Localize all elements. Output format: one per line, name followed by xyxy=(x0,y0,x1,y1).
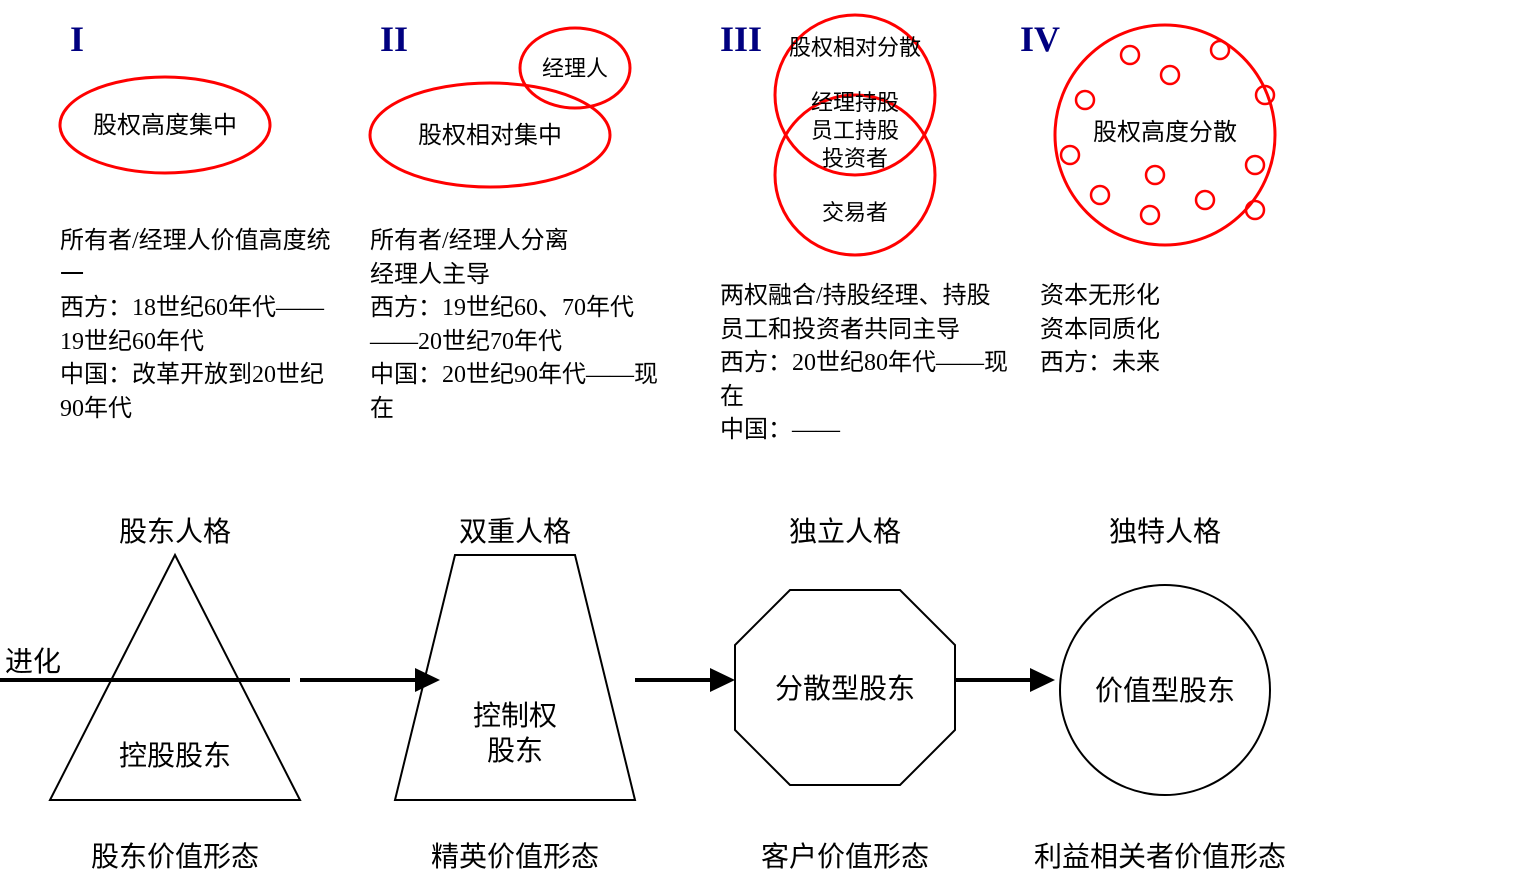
evolution-label: 进化 xyxy=(5,640,61,680)
stage3-bottom-text: 交易者 xyxy=(822,200,888,225)
arrow-head-2 xyxy=(710,668,735,692)
stage3-mid3-text: 投资者 xyxy=(822,146,888,171)
shape1-bottom-label: 股东价值形态 xyxy=(60,835,290,875)
stage1-ellipse-text: 股权高度集中 xyxy=(93,112,237,139)
stage4-dot xyxy=(1091,186,1109,204)
shape4-bottom-label: 利益相关者价值形态 xyxy=(1000,835,1320,875)
stage1-desc: 所有者/经理人价值高度统一 西方：18世纪60年代——19世纪60年代 中国：改… xyxy=(60,225,340,427)
stage4-dot xyxy=(1061,146,1079,164)
stage4-desc-l1: 资本无形化 xyxy=(1040,283,1160,309)
triangle-inner-text: 控股股东 xyxy=(119,740,231,772)
stage2-desc-l2: 经理人主导 xyxy=(370,262,490,288)
arrow-head-1 xyxy=(415,668,440,692)
stage2-desc-l4: 中国：20世纪90年代——现在 xyxy=(370,362,658,422)
stage4-dot xyxy=(1141,206,1159,224)
shape3-top-label: 独立人格 xyxy=(770,510,920,550)
stage4-desc-l3: 西方：未来 xyxy=(1040,350,1160,376)
stage4-dot xyxy=(1076,91,1094,109)
stage3-desc-l1: 两权融合/持股经理、持股员工和投资者共同主导 xyxy=(720,283,991,343)
stage3-desc: 两权融合/持股经理、持股员工和投资者共同主导 西方：20世纪80年代——现在 中… xyxy=(720,280,1010,448)
stage3-desc-l3: 中国：—— xyxy=(720,417,840,443)
stage3-mid2-text: 员工持股 xyxy=(811,118,899,143)
octagon-inner-text: 分散型股东 xyxy=(775,673,915,705)
stage4-dot xyxy=(1146,166,1164,184)
stage4-circle-text: 股权高度分散 xyxy=(1093,119,1237,146)
shape3-bottom-label: 客户价值形态 xyxy=(730,835,960,875)
stage3-desc-l2: 西方：20世纪80年代——现在 xyxy=(720,350,1008,410)
stage4-desc-l2: 资本同质化 xyxy=(1040,317,1160,343)
stage4-dot xyxy=(1161,66,1179,84)
stage2-desc: 所有者/经理人分离 经理人主导 西方：19世纪60、70年代——20世纪70年代… xyxy=(370,225,670,427)
shape2-top-label: 双重人格 xyxy=(440,510,590,550)
stage4-dot xyxy=(1196,191,1214,209)
stage4-dot xyxy=(1246,201,1264,219)
arrow-head-3 xyxy=(1030,668,1055,692)
circle-inner-text: 价值型股东 xyxy=(1095,675,1235,707)
trapezoid-inner-text1: 控制权 xyxy=(473,700,557,732)
stage2-ellipse-main-text: 股权相对集中 xyxy=(418,122,562,149)
stage3-top-text: 股权相对分散 xyxy=(789,35,921,60)
stage2-ellipse-small-text: 经理人 xyxy=(542,56,608,81)
stage2-desc-l1: 所有者/经理人分离 xyxy=(370,228,569,254)
stage1-desc-l1: 所有者/经理人价值高度统一 xyxy=(60,228,331,288)
stage3-mid1-text: 经理持股 xyxy=(811,90,899,115)
trapezoid-inner-text2: 股东 xyxy=(487,735,543,767)
stage4-dot xyxy=(1211,41,1229,59)
stage4-desc: 资本无形化 资本同质化 西方：未来 xyxy=(1040,280,1300,381)
stage2-desc-l3: 西方：19世纪60、70年代——20世纪70年代 xyxy=(370,295,634,355)
stage1-desc-l3: 中国：改革开放到20世纪90年代 xyxy=(60,362,324,422)
stage4-dot xyxy=(1121,46,1139,64)
stage4-dot xyxy=(1246,156,1264,174)
shape2-bottom-label: 精英价值形态 xyxy=(400,835,630,875)
shape4-top-label: 独特人格 xyxy=(1090,510,1240,550)
stage1-desc-l2: 西方：18世纪60年代——19世纪60年代 xyxy=(60,295,324,355)
shape1-top-label: 股东人格 xyxy=(100,510,250,550)
